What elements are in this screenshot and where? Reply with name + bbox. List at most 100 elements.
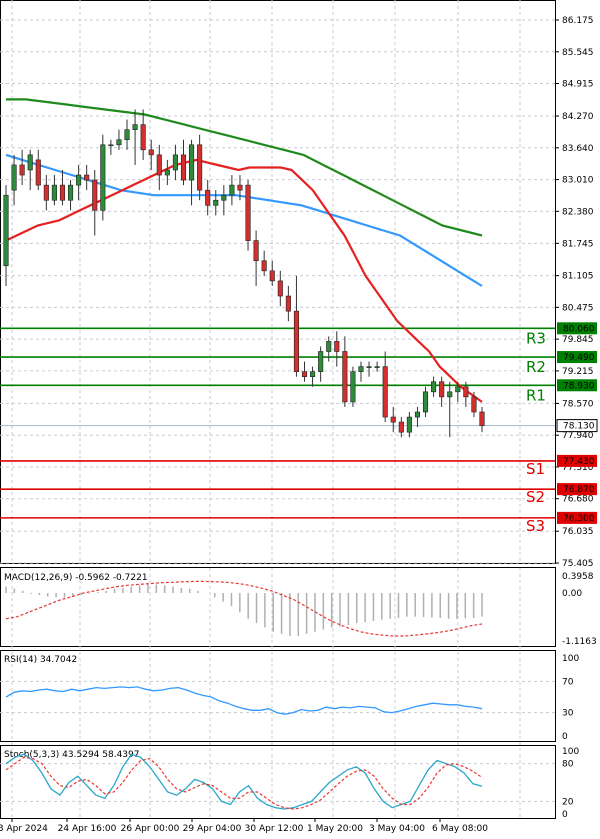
- candle-up: [229, 184, 235, 196]
- price-tick-label: 83.010: [562, 176, 594, 186]
- macd-panel: MACD(12,26,9) -0.5962 -0.7221 0.3958 0.00…: [4, 572, 597, 647]
- candle-down: [390, 416, 396, 423]
- stoch-signal-line: [5, 756, 483, 810]
- stoch-tick-label: 100: [562, 747, 579, 757]
- level-price-box: [557, 483, 597, 496]
- candle-down: [382, 366, 388, 418]
- level-price-box: [557, 454, 597, 467]
- level-price-label: 76.870: [563, 485, 595, 495]
- macd-tick-label: -1.1163: [562, 637, 597, 647]
- candle-down: [245, 184, 251, 241]
- rsi-tick-label: 100: [562, 654, 579, 664]
- candle-up: [318, 351, 324, 372]
- level-price-box: [557, 379, 597, 392]
- candle-up: [51, 184, 57, 201]
- candle-up: [414, 411, 421, 418]
- candle-up: [455, 386, 461, 393]
- price-tick-label: 79.845: [562, 335, 594, 345]
- stoch-tick-label: 20: [562, 797, 574, 807]
- candle-up: [431, 381, 437, 393]
- candle-up: [27, 154, 33, 171]
- current-price-box: [556, 419, 598, 433]
- level-name-s2: S2: [526, 488, 545, 506]
- candle-down: [59, 184, 66, 201]
- price-tick-label: 76.680: [562, 495, 594, 505]
- candle-up: [172, 154, 178, 171]
- macd-title: MACD(12,26,9) -0.5962 -0.7221: [4, 573, 148, 583]
- candle-up: [406, 416, 412, 433]
- macd-signal-line: [5, 580, 483, 637]
- candle-down: [439, 381, 445, 398]
- macd-tick-label: 0.3958: [562, 572, 594, 582]
- candle-up: [67, 184, 74, 201]
- price-tick-label: 84.915: [562, 80, 594, 90]
- price-tick-label: 76.035: [562, 527, 594, 537]
- candle-down: [342, 351, 348, 403]
- price-tick-label: 80.475: [562, 303, 594, 313]
- time-tick-label: 29 Apr 04:00: [183, 824, 242, 834]
- candle-down: [463, 386, 469, 398]
- price-tick-label: 79.215: [562, 367, 594, 377]
- candle-down: [148, 149, 154, 156]
- time-tick-label: 23 Apr 2024: [0, 824, 48, 834]
- candle-up: [366, 366, 372, 368]
- candle-up: [100, 144, 106, 211]
- level-price-label: 79.490: [563, 353, 595, 363]
- level-price-label: 77.430: [563, 457, 595, 467]
- price-tick-label: 75.405: [562, 559, 594, 569]
- stoch-tick-label: 80: [562, 760, 574, 770]
- candle-up: [310, 371, 316, 378]
- price-tick-label: 86.175: [562, 16, 594, 26]
- price-tick-label: 78.570: [562, 399, 594, 409]
- rsi-title: RSI(14) 34.7042: [4, 655, 77, 665]
- rsi-line: [5, 686, 483, 715]
- candle-down: [140, 124, 146, 151]
- time-tick-label: 1 May 20:00: [307, 824, 363, 834]
- candle-up: [350, 371, 356, 403]
- level-price-box: [557, 511, 597, 524]
- rsi-tick-label: 30: [562, 709, 574, 719]
- candle-down: [43, 184, 49, 201]
- candle-up: [221, 194, 227, 201]
- stoch-tick-label: 0: [562, 810, 568, 820]
- price-tick-label: 85.545: [562, 48, 594, 58]
- price-tick-label: 84.270: [562, 112, 594, 122]
- price-tick-label: 77.940: [562, 431, 594, 441]
- time-tick-label: 24 Apr 16:00: [58, 824, 117, 834]
- rsi-panel-frame: [0, 650, 556, 742]
- candle-up: [108, 144, 114, 147]
- candle-up: [132, 124, 138, 130]
- stoch-main-line: [5, 753, 483, 810]
- candle-down: [301, 371, 308, 378]
- candle-down: [261, 260, 267, 272]
- candle-down: [293, 310, 299, 372]
- candle-down: [197, 144, 203, 191]
- candle-down: [84, 174, 90, 181]
- candle-down: [471, 396, 477, 413]
- candle-up: [422, 391, 429, 413]
- candle-down: [398, 421, 404, 433]
- candle-up: [3, 194, 9, 267]
- level-price-box: [557, 322, 597, 335]
- candle-down: [92, 179, 98, 211]
- price-tick-label: 77.310: [562, 463, 594, 473]
- price-tick-label: 81.745: [562, 239, 594, 249]
- candle-up: [358, 366, 364, 372]
- time-tick-label: 26 Apr 00:00: [121, 824, 180, 834]
- stoch-panel-frame: [0, 745, 556, 819]
- macd-panel-frame: [0, 567, 556, 647]
- candle-down: [285, 295, 291, 312]
- level-name-s1: S1: [526, 460, 545, 478]
- candle-up: [124, 129, 130, 141]
- level-name-s3: S3: [526, 517, 545, 535]
- stoch-panel: Stoch(5,3,3) 43.5294 58.4397 100 80 20 0: [0, 747, 579, 820]
- level-price-box: [557, 351, 597, 364]
- candle-down: [334, 341, 340, 352]
- level-name-r3: R3: [526, 329, 546, 347]
- candle-down: [205, 189, 211, 206]
- candle-down: [19, 164, 25, 176]
- candle-down: [180, 154, 187, 181]
- level-name-r1: R1: [526, 386, 546, 404]
